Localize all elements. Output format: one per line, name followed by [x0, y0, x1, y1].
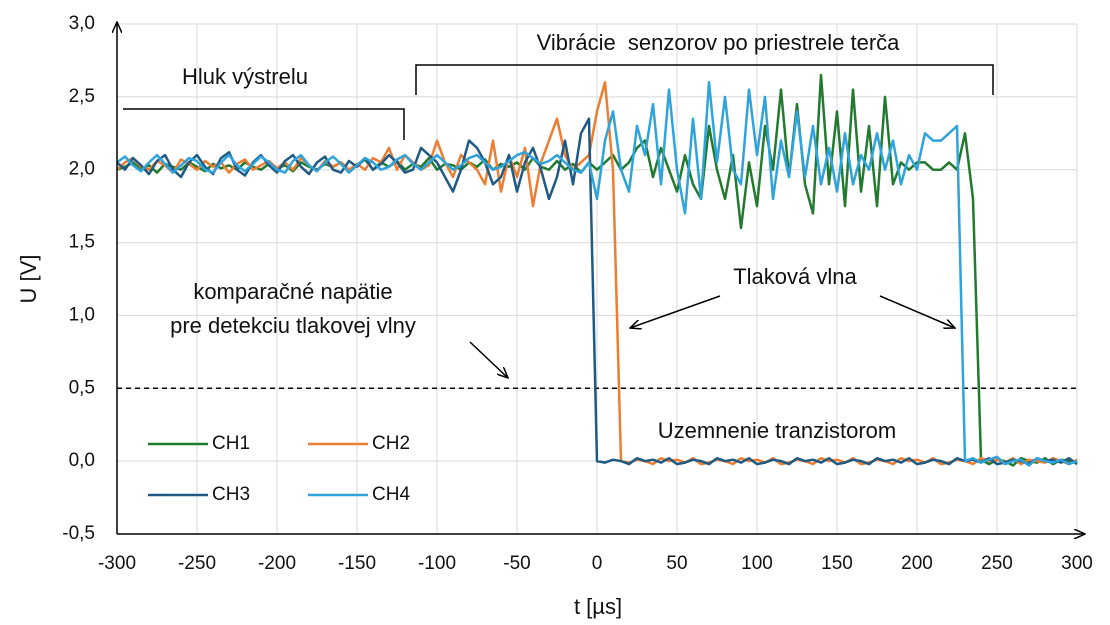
y-axis-label: U [V]	[16, 255, 41, 304]
x-tick-label: -200	[258, 553, 296, 574]
y-tick-label: 2,0	[69, 159, 95, 180]
y-tick-label: 1,0	[69, 304, 95, 325]
series-line	[116, 117, 1078, 466]
x-axis-label: t [µs]	[574, 594, 622, 619]
annotation: pre detekciu tlakovej vlny	[170, 313, 416, 338]
x-tick-label: 100	[741, 553, 773, 574]
annotation: Vibrácie senzorov po priestrele terča	[537, 30, 901, 55]
x-tick-label: -100	[418, 553, 456, 574]
legend-label: CH4	[372, 484, 410, 505]
x-tick-label: 200	[901, 553, 933, 574]
arrow	[469, 341, 508, 378]
annotation: Tlaková vlna	[733, 264, 857, 289]
y-tick-label: 1,5	[69, 232, 95, 253]
x-tick-label: 50	[666, 553, 687, 574]
y-tick-label: 2,5	[69, 86, 95, 107]
arrow	[879, 295, 955, 328]
bracket	[415, 64, 994, 95]
x-tick-label: -300	[98, 553, 136, 574]
x-tick-label: 0	[592, 553, 603, 574]
y-tick-label: 0,5	[69, 377, 95, 398]
series-line	[116, 81, 1078, 467]
x-tick-label: 300	[1061, 553, 1093, 574]
y-tick-label: -0,5	[62, 523, 95, 544]
annotation: Hluk výstrelu	[182, 64, 308, 89]
x-tick-label: -150	[338, 553, 376, 574]
x-tick-label: -250	[178, 553, 216, 574]
legend-label: CH3	[212, 484, 250, 505]
legend-label: CH2	[372, 433, 410, 454]
annotation: Uzemnenie tranzistorom	[658, 418, 896, 443]
x-tick-label: 150	[821, 553, 853, 574]
y-tick-label: 3,0	[69, 13, 95, 34]
annotation: komparačné napätie	[193, 279, 392, 304]
y-tick-label: 0,0	[69, 450, 95, 471]
bracket	[123, 108, 405, 140]
x-tick-label: 250	[981, 553, 1013, 574]
plot-area	[116, 73, 1078, 467]
arrow	[630, 295, 721, 328]
x-tick-label: -50	[503, 553, 530, 574]
legend-label: CH1	[212, 433, 250, 454]
